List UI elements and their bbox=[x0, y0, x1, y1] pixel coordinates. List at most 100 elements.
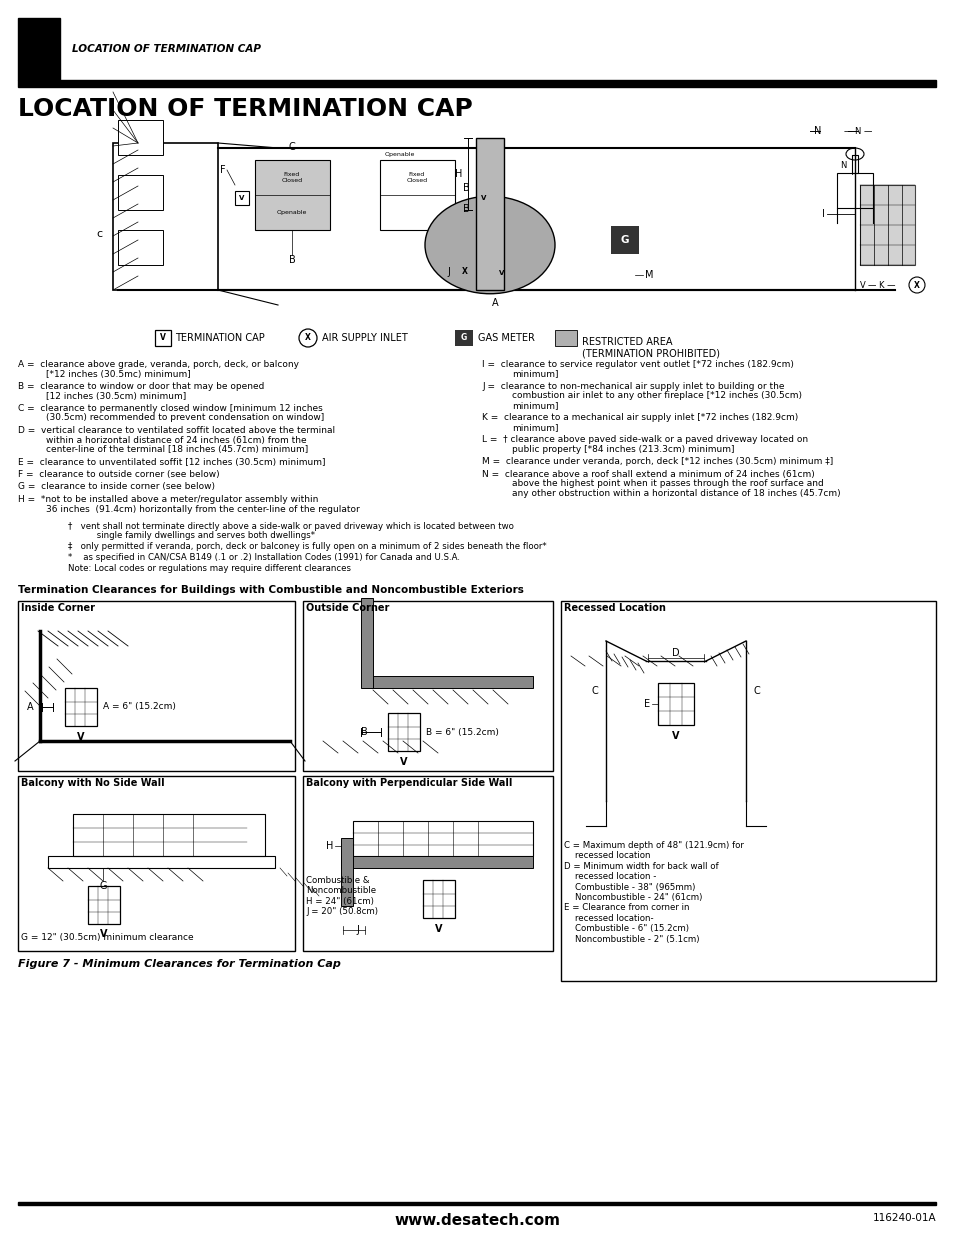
Bar bbox=[118, 175, 163, 210]
Text: C =  clearance to permanently closed window [minimum 12 inches: C = clearance to permanently closed wind… bbox=[18, 404, 322, 412]
Text: Balcony with Perpendicular Side Wall: Balcony with Perpendicular Side Wall bbox=[306, 778, 512, 788]
Text: B: B bbox=[361, 727, 368, 737]
Text: B: B bbox=[289, 254, 295, 266]
Text: B =  clearance to window or door that may be opened: B = clearance to window or door that may… bbox=[18, 382, 264, 391]
Bar bbox=[254, 161, 330, 230]
Text: G = 12" (30.5cm) minimum clearance: G = 12" (30.5cm) minimum clearance bbox=[21, 932, 193, 942]
Text: (30.5cm) recommended to prevent condensation on window]: (30.5cm) recommended to prevent condensa… bbox=[46, 414, 324, 422]
Bar bbox=[555, 330, 577, 346]
Ellipse shape bbox=[424, 196, 555, 294]
Text: M =  clearance under veranda, porch, deck [*12 inches (30.5cm) minimum ‡]: M = clearance under veranda, porch, deck… bbox=[481, 457, 832, 467]
Text: X: X bbox=[305, 333, 311, 342]
Text: E =  clearance to unventilated soffit [12 inches (30.5cm) minimum]: E = clearance to unventilated soffit [12… bbox=[18, 457, 325, 467]
Bar bbox=[88, 885, 120, 924]
Text: Termination Clearances for Buildings with Combustible and Noncombustible Exterio: Termination Clearances for Buildings wit… bbox=[18, 585, 523, 595]
Text: center-line of the terminal [18 inches (45.7cm) minimum]: center-line of the terminal [18 inches (… bbox=[46, 445, 308, 454]
Bar bbox=[455, 330, 473, 346]
Text: X: X bbox=[461, 268, 468, 277]
Text: G =  clearance to inside corner (see below): G = clearance to inside corner (see belo… bbox=[18, 483, 214, 492]
Text: LOCATION OF TERMINATION CAP: LOCATION OF TERMINATION CAP bbox=[18, 98, 473, 121]
Text: D: D bbox=[672, 648, 679, 658]
Text: V: V bbox=[672, 731, 679, 741]
Text: minimum]: minimum] bbox=[512, 424, 558, 432]
Text: Openable: Openable bbox=[276, 210, 307, 215]
Text: H =  *not to be installed above a meter/regulator assembly within: H = *not to be installed above a meter/r… bbox=[18, 495, 318, 504]
Text: Recessed Location: Recessed Location bbox=[563, 603, 665, 613]
Bar bbox=[658, 683, 693, 725]
Text: B = 6" (15.2cm): B = 6" (15.2cm) bbox=[426, 727, 498, 736]
Text: C = Maximum depth of 48" (121.9cm) for
    recessed location
D = Minimum width f: C = Maximum depth of 48" (121.9cm) for r… bbox=[563, 841, 743, 944]
Text: H: H bbox=[325, 841, 333, 851]
Text: www.desatech.com: www.desatech.com bbox=[394, 1213, 559, 1228]
Text: Openable: Openable bbox=[385, 152, 415, 157]
Text: RESTRICTED AREA
(TERMINATION PROHIBITED): RESTRICTED AREA (TERMINATION PROHIBITED) bbox=[581, 337, 720, 358]
Bar bbox=[379, 161, 455, 230]
Text: combustion air inlet to any other fireplace [*12 inches (30.5cm): combustion air inlet to any other firepl… bbox=[512, 391, 801, 400]
Text: 36 inches  (91.4cm) horizontally from the center-line of the regulator: 36 inches (91.4cm) horizontally from the… bbox=[46, 505, 359, 514]
Text: L =  † clearance above paved side-walk or a paved driveway located on: L = † clearance above paved side-walk or… bbox=[481, 436, 807, 445]
Bar bbox=[373, 676, 533, 688]
Text: I =  clearance to service regulator vent outlet [*72 inches (182.9cm): I = clearance to service regulator vent … bbox=[481, 359, 793, 369]
Text: I: I bbox=[821, 209, 824, 219]
Text: — N —: — N — bbox=[842, 126, 871, 136]
Text: J =  clearance to non-mechanical air supply inlet to building or the: J = clearance to non-mechanical air supp… bbox=[481, 382, 783, 391]
Text: Fixed
Closed: Fixed Closed bbox=[406, 172, 427, 183]
Text: TERMINATION CAP: TERMINATION CAP bbox=[174, 333, 265, 343]
Bar bbox=[422, 881, 455, 918]
Text: [12 inches (30.5cm) minimum]: [12 inches (30.5cm) minimum] bbox=[46, 391, 186, 400]
Text: D =  vertical clearance to ventilated soffit located above the terminal: D = vertical clearance to ventilated sof… bbox=[18, 426, 335, 435]
Text: N: N bbox=[840, 161, 846, 169]
Text: any other obstruction within a horizontal distance of 18 inches (45.7cm): any other obstruction within a horizonta… bbox=[512, 489, 840, 498]
Bar bbox=[234, 191, 249, 205]
Text: V: V bbox=[859, 280, 864, 289]
Text: LOCATION OF TERMINATION CAP: LOCATION OF TERMINATION CAP bbox=[71, 44, 261, 54]
Bar bbox=[476, 138, 503, 290]
Bar bbox=[18, 80, 935, 86]
Text: V: V bbox=[400, 757, 407, 767]
Text: G: G bbox=[99, 881, 107, 890]
Bar bbox=[353, 821, 533, 856]
Bar bbox=[303, 601, 553, 771]
Text: Fixed
Closed: Fixed Closed bbox=[281, 172, 302, 183]
Bar bbox=[118, 230, 163, 266]
Text: V: V bbox=[160, 333, 166, 342]
Bar bbox=[495, 266, 509, 280]
Bar bbox=[560, 601, 935, 981]
Text: public property [*84 inches (213.3cm) minimum]: public property [*84 inches (213.3cm) mi… bbox=[512, 445, 734, 454]
Text: AIR SUPPLY INLET: AIR SUPPLY INLET bbox=[322, 333, 407, 343]
Text: H: H bbox=[455, 169, 461, 179]
Bar bbox=[154, 330, 171, 346]
Text: F =  clearance to outside corner (see below): F = clearance to outside corner (see bel… bbox=[18, 471, 219, 479]
Text: B: B bbox=[462, 204, 469, 214]
Bar bbox=[388, 713, 419, 751]
Text: B: B bbox=[462, 183, 469, 193]
Text: minimum]: minimum] bbox=[512, 401, 558, 410]
Text: †   vent shall not terminate directly above a side-walk or paved driveway which : † vent shall not terminate directly abov… bbox=[68, 522, 514, 531]
Bar bbox=[851, 156, 857, 173]
Text: J: J bbox=[356, 925, 359, 935]
Text: C: C bbox=[591, 685, 598, 697]
Text: N =  clearance above a roof shall extend a minimum of 24 inches (61cm): N = clearance above a roof shall extend … bbox=[481, 471, 814, 479]
Text: A = 6" (15.2cm): A = 6" (15.2cm) bbox=[103, 703, 175, 711]
Text: A: A bbox=[491, 298, 497, 308]
Text: G: G bbox=[620, 235, 629, 245]
Text: F: F bbox=[220, 165, 226, 175]
Text: c: c bbox=[97, 228, 103, 240]
Text: X: X bbox=[913, 280, 919, 289]
Text: G: G bbox=[460, 333, 467, 342]
Text: Note: Local codes or regulations may require different clearances: Note: Local codes or regulations may req… bbox=[68, 564, 351, 573]
Text: *    as specified in CAN/CSA B149 (.1 or .2) Installation Codes (1991) for Canad: * as specified in CAN/CSA B149 (.1 or .2… bbox=[68, 553, 459, 562]
Text: GAS METER: GAS METER bbox=[477, 333, 535, 343]
Text: single family dwellings and serves both dwellings*: single family dwellings and serves both … bbox=[83, 531, 314, 540]
Text: V: V bbox=[100, 929, 108, 939]
Text: Outside Corner: Outside Corner bbox=[306, 603, 389, 613]
Text: V: V bbox=[498, 270, 504, 275]
Text: Figure 7 - Minimum Clearances for Termination Cap: Figure 7 - Minimum Clearances for Termin… bbox=[18, 960, 340, 969]
Bar bbox=[340, 856, 533, 868]
Bar bbox=[836, 173, 872, 207]
Text: A: A bbox=[28, 701, 34, 713]
Text: Balcony with No Side Wall: Balcony with No Side Wall bbox=[21, 778, 165, 788]
Text: M: M bbox=[644, 270, 653, 280]
Text: within a horizontal distance of 24 inches (61cm) from the: within a horizontal distance of 24 inche… bbox=[46, 436, 306, 445]
Text: V: V bbox=[481, 195, 486, 201]
